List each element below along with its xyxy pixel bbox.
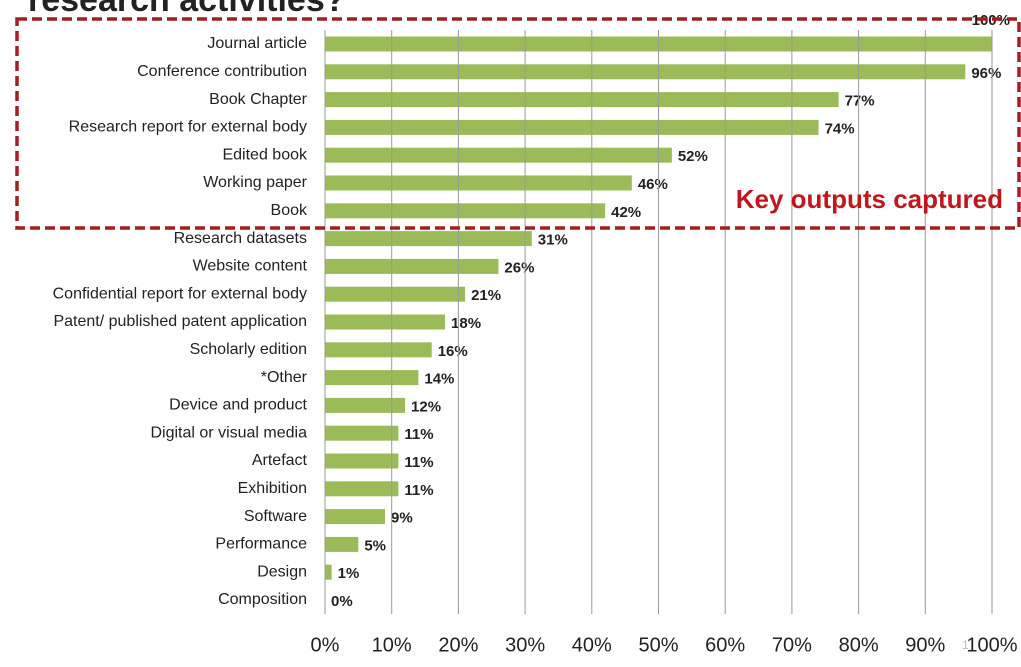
value-label: 11% — [404, 426, 433, 443]
x-tick-label: 100% — [966, 634, 1017, 656]
value-label: 14% — [424, 371, 454, 388]
value-label: 31% — [538, 232, 568, 249]
chart-title: research activities? — [28, 0, 346, 19]
bar — [325, 119, 819, 135]
highlight-box — [15, 17, 1021, 230]
bar — [325, 481, 399, 497]
value-label: 52% — [678, 148, 708, 165]
y-tick-label: Conference contribution — [137, 63, 307, 80]
y-tick-label: Patent/ published patent application — [53, 313, 307, 330]
annotation: Key outputs captured — [736, 184, 1003, 214]
bar — [325, 453, 399, 469]
value-label: 100% — [972, 12, 1010, 29]
value-label: 46% — [638, 176, 668, 193]
bar — [325, 370, 419, 386]
value-label: 96% — [971, 65, 1001, 82]
value-label: 9% — [391, 510, 413, 527]
y-tick-label: Confidential report for external body — [53, 285, 307, 302]
y-tick-label: Working paper — [203, 174, 307, 191]
x-tick-label: 40% — [572, 634, 612, 656]
x-tick-label: 80% — [839, 634, 879, 656]
y-tick-label: Research datasets — [174, 230, 307, 247]
y-tick-label: Edited book — [222, 146, 308, 163]
y-tick-label: Digital or visual media — [150, 424, 307, 441]
y-tick-label: Scholarly edition — [190, 341, 307, 358]
y-tick-label: Composition — [218, 591, 307, 608]
value-label: 74% — [825, 120, 855, 137]
bar — [325, 231, 532, 247]
value-label: 0% — [331, 593, 353, 610]
value-label: 5% — [364, 537, 386, 554]
y-tick-label: Software — [244, 508, 307, 525]
y-tick-label: Website content — [193, 258, 308, 275]
x-tick-label: 60% — [705, 634, 745, 656]
bar — [325, 175, 632, 191]
bar — [325, 64, 966, 80]
x-tick-label: 50% — [638, 634, 678, 656]
y-tick-label: Performance — [215, 536, 307, 553]
value-label: 21% — [471, 287, 501, 304]
y-tick-label: Book — [271, 202, 308, 219]
value-label: 1% — [338, 565, 360, 582]
value-label: 11% — [404, 482, 433, 499]
bar — [325, 92, 839, 108]
bar — [325, 203, 606, 219]
x-tick-label: 0% — [311, 634, 340, 656]
bar — [325, 314, 446, 330]
value-label: 11% — [404, 454, 433, 471]
bar — [325, 509, 386, 525]
y-tick-label: Exhibition — [238, 480, 307, 497]
value-label: 26% — [504, 259, 534, 276]
y-tick-label: Device and product — [169, 397, 307, 414]
bar — [325, 286, 466, 302]
value-label: 77% — [845, 93, 875, 110]
bar — [325, 397, 406, 413]
y-tick-label: Design — [257, 563, 307, 580]
bar — [325, 536, 359, 552]
x-tick-label: 20% — [438, 634, 478, 656]
bar — [325, 258, 499, 274]
bar — [325, 342, 432, 358]
bar — [325, 425, 399, 441]
slide-number: 1 — [962, 638, 969, 652]
value-label: 42% — [611, 204, 641, 221]
value-label: 18% — [451, 315, 481, 332]
y-tick-label: Journal article — [207, 35, 307, 52]
x-tick-label: 70% — [772, 634, 812, 656]
x-tick-label: 90% — [905, 634, 945, 656]
x-tick-label: 30% — [505, 634, 545, 656]
bar — [325, 564, 332, 580]
value-label: 16% — [438, 343, 468, 360]
y-tick-label: Book Chapter — [209, 91, 308, 108]
value-label: 12% — [411, 398, 441, 415]
x-tick-label: 10% — [372, 634, 412, 656]
bar — [325, 147, 672, 163]
y-tick-label: *Other — [261, 369, 308, 386]
y-tick-label: Research report for external body — [69, 119, 307, 136]
y-tick-label: Artefact — [252, 452, 308, 469]
